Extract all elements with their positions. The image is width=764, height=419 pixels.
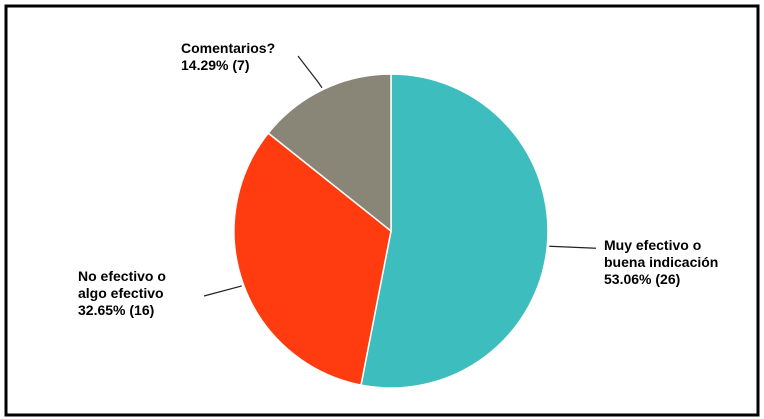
slice-label-line: No efectivo o — [78, 268, 166, 284]
slice-label-line: Comentarios? — [181, 40, 275, 56]
slice-label-line: buena indicación — [604, 254, 718, 270]
slice-label-1: No efectivo o algo efectivo 32.65% (16) — [78, 268, 166, 318]
leader-line-0 — [549, 245, 597, 249]
pie-slices — [233, 73, 549, 389]
slice-label-0: Muy efectivo o buena indicación 53.06% (26… — [604, 237, 718, 287]
slice-label-line: 14.29% (7) — [181, 57, 249, 73]
slice-label-line: Muy efectivo o — [604, 237, 701, 253]
slice-labels: Muy efectivo o buena indicación 53.06% (26… — [78, 40, 718, 318]
leader-lines — [203, 55, 597, 297]
slice-label-2: Comentarios? 14.29% (7) — [181, 40, 275, 73]
leader-line-1 — [203, 285, 242, 297]
pie-slice-0 — [360, 73, 549, 389]
leader-line-2 — [297, 55, 323, 89]
slice-label-line: 53.06% (26) — [604, 271, 680, 287]
pie-slice-1 — [233, 132, 392, 386]
pie-slice-2 — [267, 73, 392, 233]
slice-label-line: algo efectivo — [78, 285, 164, 301]
slice-label-line: 32.65% (16) — [78, 302, 154, 318]
